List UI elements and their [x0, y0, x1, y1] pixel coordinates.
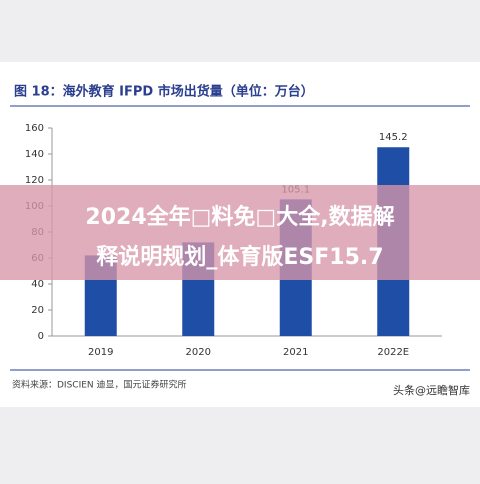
banner-text: 释说明规划_体育版ESF15.7 [96, 244, 383, 270]
y-tick-label: 120 [25, 175, 44, 186]
banner [0, 185, 480, 280]
source: 资料来源：DISCIEN 迪显，国元证券研究所 [12, 379, 187, 391]
y-tick-label: 160 [25, 123, 44, 134]
data-label: 145.2 [379, 132, 408, 143]
banner-text: 2024全年□料免□大全,数据解 [85, 204, 394, 230]
x-tick-label: 2021 [283, 347, 308, 358]
y-tick-label: 20 [31, 305, 44, 316]
x-tick-label: 2019 [88, 347, 113, 358]
x-tick-label: 2020 [186, 347, 211, 358]
y-tick-label: 0 [38, 331, 44, 342]
chart-title: 图 18：海外教育 IFPD 市场出货量（单位：万台） [14, 84, 314, 100]
watermark: 头条@远瞻智库 [393, 383, 470, 397]
y-tick-label: 40 [31, 279, 44, 290]
y-tick-label: 140 [25, 149, 44, 160]
x-tick-label: 2022E [377, 347, 409, 358]
